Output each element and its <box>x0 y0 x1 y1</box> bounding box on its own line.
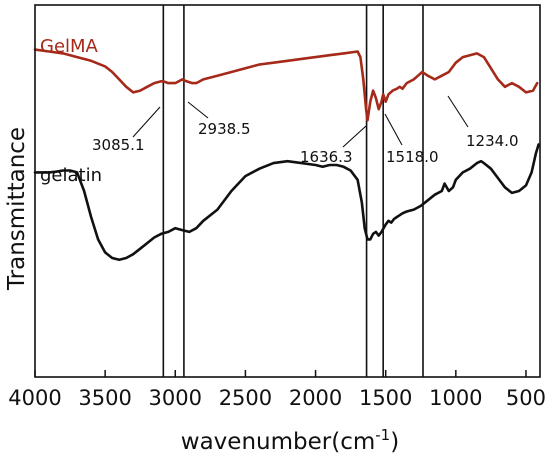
x-tick-label-6: 1000 <box>429 386 482 410</box>
peak-label-4: 1234.0 <box>466 132 519 150</box>
x-ticks: 4000 3500 3000 2500 2000 1500 1000 500 <box>8 370 546 410</box>
x-tick-label-2: 3000 <box>149 386 202 410</box>
x-tick-label-4: 2000 <box>289 386 342 410</box>
plot-frame <box>34 4 541 378</box>
series-line-gelatin <box>33 143 540 262</box>
x-axis-label: wavenumber <box>181 429 332 455</box>
series-label-gelma: GelMA <box>40 36 99 57</box>
y-axis-title: Transmittance <box>4 127 30 291</box>
series-layer <box>33 48 540 262</box>
x-tick-label-5: 1500 <box>359 386 412 410</box>
x-tick-label-0: 4000 <box>8 386 61 410</box>
x-axis-title: wavenumber(cm-1) <box>181 426 399 455</box>
x-axis-unit-close-paren: ) <box>390 429 399 455</box>
peak-leader-3 <box>384 113 403 146</box>
peak-leader-0 <box>132 106 161 138</box>
axes <box>34 4 541 378</box>
series-line-gelma <box>33 48 539 122</box>
reference-lines <box>162 5 424 377</box>
labels: GelMA gelatin Transmittance wavenumber(c… <box>4 36 399 455</box>
peak-leader-2 <box>342 125 367 148</box>
x-axis-unit-open-paren: ( <box>331 429 340 455</box>
peak-annotations: 3085.1 2938.5 1636.3 1518.0 1234.0 <box>92 95 519 166</box>
peak-leader-4 <box>447 95 469 128</box>
peak-label-3: 1518.0 <box>386 148 439 166</box>
peak-label-2: 1636.3 <box>300 148 353 166</box>
peak-label-1: 2938.5 <box>198 120 251 138</box>
x-axis-unit-exponent: -1 <box>375 426 390 444</box>
peak-leader-1 <box>187 101 209 119</box>
series-label-gelatin: gelatin <box>40 165 102 186</box>
peak-label-0: 3085.1 <box>92 136 145 154</box>
x-tick-label-7: 500 <box>506 386 546 410</box>
x-tick-label-3: 2500 <box>219 386 272 410</box>
x-axis-unit: cm <box>340 429 375 455</box>
x-tick-label-1: 3500 <box>78 386 131 410</box>
